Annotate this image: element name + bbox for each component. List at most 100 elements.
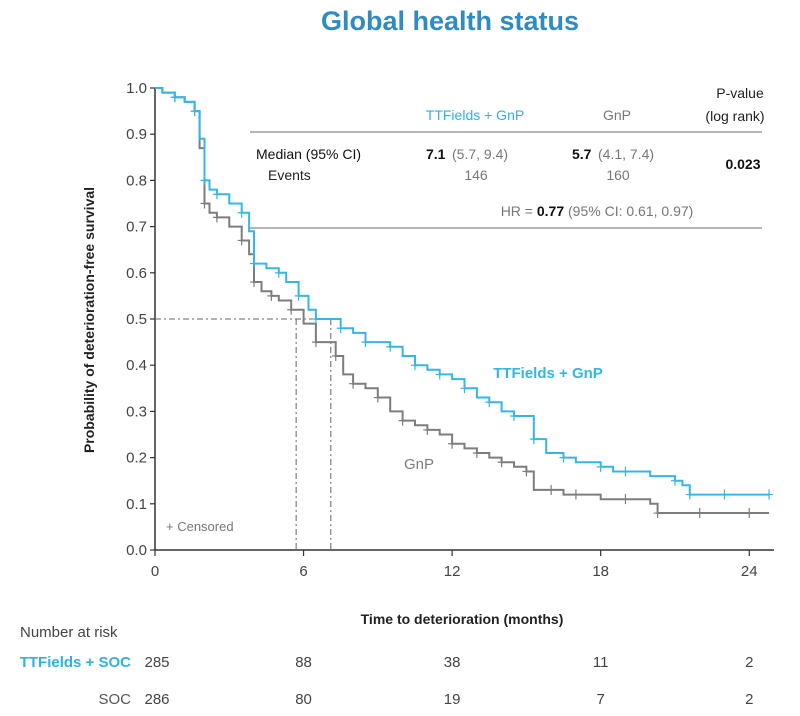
- censor-mark: [571, 489, 580, 500]
- hr-value: 0.77: [537, 203, 564, 219]
- censor-mark: [398, 415, 407, 426]
- censor-mark: [497, 457, 506, 468]
- censor-mark: [685, 489, 694, 500]
- col-header-pvalue: P-value: [716, 85, 764, 101]
- risk-row-label: SOC: [98, 691, 131, 708]
- median-reference-lines: [155, 318, 332, 550]
- risk-value: 285: [144, 654, 169, 671]
- risk-value: 19: [444, 691, 461, 708]
- censor-mark: [529, 434, 538, 445]
- censor-mark: [274, 267, 283, 278]
- y-axis-label: Probability of deterioration-free surviv…: [81, 187, 97, 453]
- risk-value: 7: [597, 691, 605, 708]
- censor-mark: [510, 411, 519, 422]
- risk-value: 2: [745, 691, 753, 708]
- number-at-risk-table: Number at risk TTFields + SOC 285 88 38 11 2 S…: [20, 624, 754, 708]
- censor-mark: [448, 438, 457, 449]
- censor-mark: [559, 452, 568, 463]
- risk-value: 286: [144, 691, 169, 708]
- row-median-gnp-value: 5.7: [572, 146, 592, 162]
- col-header-gnp: GnP: [603, 107, 631, 123]
- censor-mark: [386, 341, 395, 352]
- hr-ci: (95% CI: 0.61, 0.97): [564, 203, 693, 219]
- censor-mark: [336, 323, 345, 334]
- x-tick-label: 6: [299, 563, 307, 580]
- censor-mark: [765, 489, 774, 500]
- col-header-ttfields: TTFields + GnP: [426, 107, 524, 123]
- censor-mark: [547, 484, 556, 495]
- censor-mark: [745, 508, 754, 519]
- pvalue-value: 0.023: [725, 156, 760, 172]
- censor-mark: [596, 461, 605, 472]
- censor-mark: [267, 290, 276, 301]
- hazard-ratio: HR = 0.77 (95% CI: 0.61, 0.97): [501, 203, 694, 219]
- y-tick-label: 0.3: [126, 403, 147, 420]
- risk-value: 88: [295, 654, 312, 671]
- censor-mark: [435, 369, 444, 380]
- row-median-ttf-ci: (5.7, 9.4): [452, 146, 508, 162]
- censor-mark: [294, 290, 303, 301]
- censored-legend: + Censored: [166, 519, 234, 534]
- risk-value: 38: [444, 654, 461, 671]
- censor-mark: [720, 489, 729, 500]
- censor-mark: [460, 383, 469, 394]
- censor-mark: [423, 424, 432, 435]
- censor-mark: [311, 314, 320, 324]
- stats-table: TTFields + GnP GnP P-value (log rank) Me…: [250, 85, 765, 229]
- censor-mark: [349, 378, 358, 389]
- row-events-ttf: 146: [464, 167, 488, 183]
- censor-mark: [311, 337, 320, 348]
- censor-mark: [331, 350, 340, 361]
- censor-mark: [670, 475, 679, 486]
- x-tick-label: 12: [444, 563, 461, 580]
- censor-mark: [485, 397, 494, 408]
- risk-table-title: Number at risk: [20, 624, 118, 641]
- censor-mark: [621, 494, 630, 505]
- y-tick-label: 0.9: [126, 126, 147, 143]
- y-tick-label: 0.6: [126, 265, 147, 282]
- censor-mark: [472, 447, 481, 458]
- censor-mark: [200, 198, 209, 209]
- x-tick-label: 24: [741, 563, 758, 580]
- censor-mark: [250, 258, 259, 269]
- censor-mark: [410, 360, 419, 371]
- row-median-ttf-value: 7.1: [426, 146, 446, 162]
- hr-prefix: HR =: [501, 203, 537, 219]
- censor-mark: [373, 392, 382, 403]
- y-tick-label: 0.2: [126, 450, 147, 467]
- censor-mark: [212, 189, 221, 200]
- censor-mark: [170, 92, 179, 103]
- col-header-logrank: (log rank): [705, 108, 764, 124]
- censor-mark: [695, 508, 704, 519]
- risk-value: 80: [295, 691, 312, 708]
- y-tick-label: 0.8: [126, 172, 147, 189]
- row-median-label: Median (95% CI): [256, 146, 361, 162]
- risk-value: 11: [593, 654, 609, 671]
- y-tick-label: 0.5: [126, 311, 147, 328]
- censor-mark: [522, 466, 531, 477]
- risk-value: 2: [745, 654, 753, 671]
- y-tick-label: 0.4: [126, 357, 147, 374]
- censor-mark: [287, 304, 296, 315]
- censor-mark: [200, 175, 209, 186]
- y-tick-label: 0.7: [126, 219, 147, 236]
- chart-title: Global health status: [321, 6, 579, 36]
- censor-mark: [237, 235, 246, 246]
- x-tick-label: 18: [592, 563, 609, 580]
- row-events-label: Events: [268, 167, 311, 183]
- x-axis-label: Time to deterioration (months): [361, 611, 564, 627]
- censor-mark: [621, 466, 630, 477]
- y-tick-label: 0.0: [126, 542, 147, 559]
- axes: 0.0 0.1 0.2 0.3 0.4 0.5 0.6 0.7 0.8 0.9 1.0 0 6 12 18 2…: [126, 80, 774, 580]
- y-tick-label: 1.0: [126, 80, 147, 97]
- censor-mark: [237, 207, 246, 218]
- series-label-ttfields: TTFields + GnP: [493, 365, 603, 382]
- censor-mark: [361, 337, 370, 348]
- censor-mark: [190, 106, 199, 117]
- censor-mark: [250, 277, 259, 288]
- row-median-gnp-ci: (4.1, 7.4): [598, 146, 654, 162]
- censor-mark: [212, 212, 221, 223]
- y-tick-label: 0.1: [126, 496, 147, 513]
- risk-row-label: TTFields + SOC: [20, 654, 131, 671]
